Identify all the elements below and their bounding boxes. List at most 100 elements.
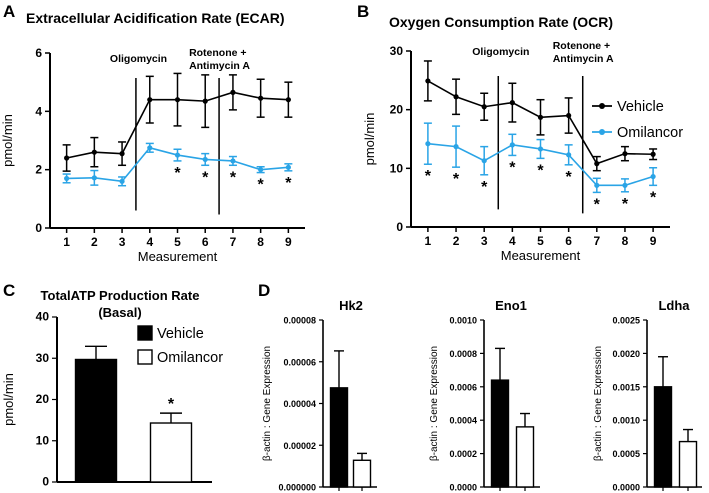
chart-title-d-eno1: Eno1 xyxy=(495,298,527,313)
y-tick-label-b: 0 xyxy=(396,220,403,234)
data-point-vehicle-a xyxy=(91,149,97,155)
data-point-vehicle-a xyxy=(174,97,181,103)
x-tick-label-a: 9 xyxy=(285,235,292,249)
y-tick-label-d-ldha: 0.0025 xyxy=(612,316,640,326)
bar-vehicle-d-hk2 xyxy=(329,387,349,488)
data-point-vehicle-a xyxy=(147,97,153,103)
data-point-vehicle-b xyxy=(453,94,459,100)
y-tick-label-c: 40 xyxy=(36,310,50,324)
y-tick-label-c: 30 xyxy=(36,351,50,365)
data-point-vehicle-a xyxy=(230,89,236,95)
data-point-vehicle-b xyxy=(537,114,544,120)
annotation-antimycin-b: Antimycin A xyxy=(553,53,614,65)
data-point-vehicle-a xyxy=(119,151,125,157)
x-tick-label-a: 3 xyxy=(119,235,126,249)
panel-label-b: B xyxy=(357,2,369,21)
y-tick-label-d-hk2: 0.000000 xyxy=(278,483,316,493)
y-tick-label-d-ldha: 0.0020 xyxy=(612,349,640,359)
x-tick-label-b: 4 xyxy=(509,234,516,248)
annotation-antimycin-a: Antimycin A xyxy=(189,60,250,72)
data-point-omilancor-b xyxy=(622,182,628,188)
panel-label-d: D xyxy=(258,281,270,300)
y-tick-label-d-ldha: 0.0005 xyxy=(612,449,640,459)
y-tick-label-a: 0 xyxy=(35,221,42,235)
y-axis-label-d-ldha: β-actin : Gene Expression xyxy=(593,346,604,461)
y-tick-label-b: 10 xyxy=(390,161,404,175)
bar-omilancor-d-ldha xyxy=(678,440,698,488)
legend-label-vehicle: Vehicle xyxy=(617,99,664,115)
significance-star-a: * xyxy=(202,169,209,186)
y-tick-label-d-hk2: 0.00002 xyxy=(283,441,316,451)
data-point-vehicle-b xyxy=(622,151,628,157)
data-point-omilancor-a xyxy=(230,158,236,164)
data-point-omilancor-b xyxy=(453,144,459,150)
y-tick-label-c: 0 xyxy=(42,475,49,489)
legend-label-c-omilancor: Omilancor xyxy=(157,350,223,366)
x-axis-label-b: Measurement xyxy=(501,248,581,263)
annotation-oligomycin-b: Oligomycin xyxy=(472,46,529,58)
data-point-vehicle-b xyxy=(650,151,656,157)
panel-label-a: A xyxy=(3,2,15,21)
significance-star-b: * xyxy=(453,171,460,188)
data-point-omilancor-b xyxy=(425,141,431,147)
significance-star-c: * xyxy=(168,396,175,413)
panel-label-c: C xyxy=(3,281,15,300)
y-tick-label-d-eno1: 0.0004 xyxy=(449,416,477,426)
significance-star-b: * xyxy=(425,168,432,185)
y-axis-label-a: pmol/min xyxy=(0,114,15,167)
data-point-omilancor-b xyxy=(650,173,656,180)
y-tick-label-b: 30 xyxy=(390,44,404,58)
significance-star-a: * xyxy=(258,177,265,194)
data-point-vehicle-a xyxy=(202,98,208,104)
data-point-omilancor-a xyxy=(147,145,153,151)
annotation-rotenone-b: Rotenone + xyxy=(553,40,610,52)
data-point-omilancor-b xyxy=(481,158,487,164)
data-point-omilancor-b xyxy=(537,146,544,152)
significance-star-b: * xyxy=(509,159,516,176)
data-point-omilancor-b xyxy=(566,152,572,158)
significance-star-a: * xyxy=(285,175,292,192)
data-point-vehicle-a xyxy=(285,97,291,103)
data-point-omilancor-a xyxy=(202,156,208,163)
x-tick-label-b: 2 xyxy=(453,234,460,248)
significance-star-b: * xyxy=(650,189,657,206)
chart-title-d-ldha: Ldha xyxy=(658,298,690,313)
annotation-rotenone-a: Rotenone + xyxy=(189,47,246,59)
y-tick-label-c: 20 xyxy=(36,392,50,406)
y-tick-label-d-ldha: 0.0015 xyxy=(612,382,640,392)
significance-star-b: * xyxy=(594,196,601,213)
data-point-vehicle-b xyxy=(594,161,600,167)
y-tick-label-b: 20 xyxy=(390,103,404,117)
x-tick-label-b: 9 xyxy=(650,234,657,248)
x-tick-label-b: 3 xyxy=(481,234,488,248)
bar-vehicle-d-eno1 xyxy=(490,379,510,488)
y-tick-label-d-eno1: 0.0010 xyxy=(449,316,477,326)
y-tick-label-d-hk2: 0.00006 xyxy=(283,357,316,367)
y-axis-label-d-eno1: β-actin : Gene Expression xyxy=(429,346,440,461)
x-tick-label-b: 5 xyxy=(537,234,544,248)
y-tick-label-a: 4 xyxy=(35,104,42,118)
legend-label-c-vehicle: Vehicle xyxy=(157,326,204,342)
chart-title-c: TotalATP Production Rate xyxy=(41,288,200,303)
bar-vehicle-d-ldha xyxy=(653,386,673,488)
data-point-vehicle-b xyxy=(481,104,487,110)
y-tick-label-a: 6 xyxy=(35,46,42,60)
x-tick-label-a: 6 xyxy=(202,235,209,249)
legend-marker-omilancor xyxy=(599,129,605,135)
bar-vehicle-c xyxy=(74,358,118,483)
x-tick-label-a: 2 xyxy=(91,235,98,249)
data-point-omilancor-a xyxy=(258,167,264,173)
significance-star-b: * xyxy=(537,162,544,179)
x-tick-label-a: 5 xyxy=(174,235,181,249)
data-point-vehicle-b xyxy=(425,78,431,84)
y-tick-label-d-ldha: 0.0000 xyxy=(612,483,640,493)
data-point-omilancor-b xyxy=(594,182,600,188)
chart-subtitle-c: (Basal) xyxy=(98,305,141,320)
data-point-vehicle-b xyxy=(509,100,515,106)
data-point-vehicle-a xyxy=(64,155,70,161)
annotation-oligomycin-a: Oligomycin xyxy=(110,53,167,65)
data-point-omilancor-a xyxy=(64,175,70,182)
significance-star-b: * xyxy=(622,196,629,213)
data-point-vehicle-a xyxy=(258,95,264,101)
